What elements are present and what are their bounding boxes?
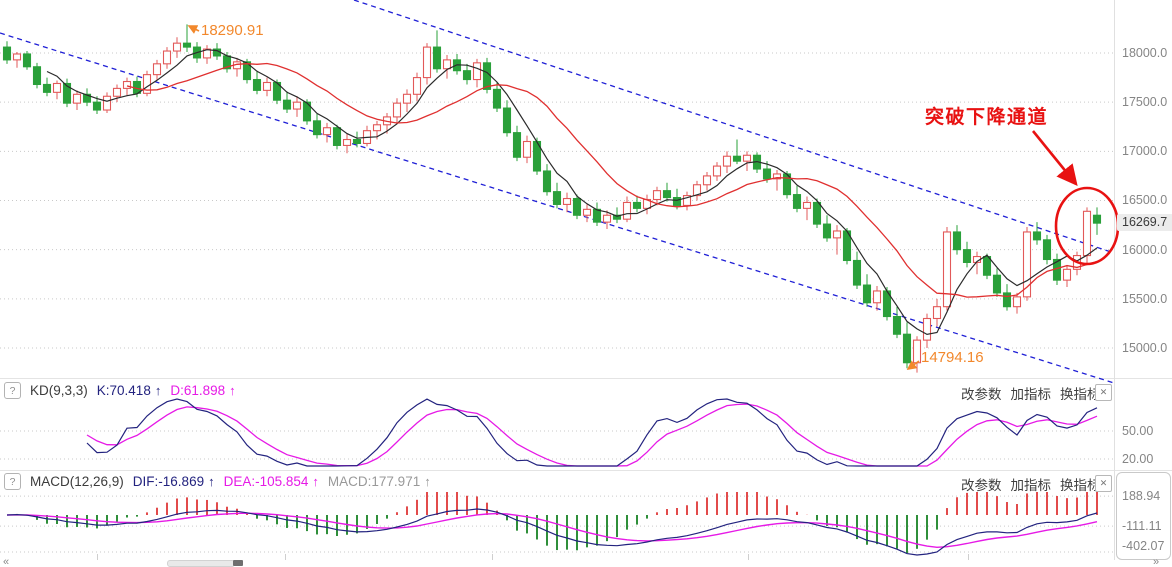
k-trend-up-icon: ↑ [154,383,162,398]
macd-trend-up-icon: ↑ [424,474,431,489]
dea-value: DEA:-105.854 ↑ [224,474,319,489]
price-axis-label: 16500.0 [1122,193,1168,207]
timeline-scrollbar[interactable]: « » [0,556,1172,567]
dif-value-text: DIF:-16.869 [132,474,205,489]
price-axis-label: 16000.0 [1122,243,1168,257]
dif-value: DIF:-16.869 ↑ [133,474,215,489]
kd-axis-label: 50.00 [1122,424,1154,438]
kd-help-icon[interactable]: ? [4,382,21,399]
kd-switch-indicator-button[interactable]: 换指标 [1060,387,1101,402]
price-axis-label: 15500.0 [1122,292,1168,306]
macd-title: MACD(12,26,9) [30,474,124,489]
scrollbar-thumb[interactable] [167,560,235,567]
dif-trend-up-icon: ↑ [208,474,215,489]
macd-panel-header: ? MACD(12,26,9) DIF:-16.869 ↑ DEA:-105.85… [4,473,431,490]
price-axis-label: 18000.0 [1122,46,1168,60]
price-axis-label: 15000.0 [1122,341,1168,355]
macd-switch-indicator-button[interactable]: 换指标 [1060,478,1101,493]
low-price-label: 14794.16 [921,349,984,366]
kd-title: KD(9,3,3) [30,383,88,398]
macd-help-icon[interactable]: ? [4,473,21,490]
kd-close-button[interactable]: ✕ [1095,384,1112,401]
d-value: D:61.898 ↑ [170,383,235,398]
scroll-right-icon[interactable]: » [1153,556,1160,567]
d-trend-up-icon: ↑ [229,383,236,398]
k-value: K:70.418 ↑ [97,383,162,398]
macd-hist-value-text: MACD:177.971 [327,474,421,489]
high-price-label: 18290.91 [201,22,264,39]
kd-panel-header: ? KD(9,3,3) K:70.418 ↑ D:61.898 ↑ [4,382,236,399]
breakout-annotation-text: 突破下降通道 [925,107,1049,128]
macd-change-params-button[interactable]: 改参数 [961,478,1002,493]
price-axis-label: 17500.0 [1122,95,1168,109]
kd-panel-toolbar: 改参数 加指标 换指标 [961,383,1101,403]
kd-change-params-button[interactable]: 改参数 [961,387,1002,402]
macd-axis-label: -111.11 [1122,519,1162,533]
k-value-text: K:70.418 [96,383,151,398]
macd-close-button[interactable]: ✕ [1095,475,1112,492]
macd-axis-label: -402.07 [1122,539,1165,553]
scroll-left-icon[interactable]: « [3,556,10,567]
kd-add-indicator-button[interactable]: 加指标 [1010,387,1052,402]
macd-hist-value: MACD:177.971 ↑ [328,474,431,489]
d-value-text: D:61.898 [170,383,226,398]
macd-add-indicator-button[interactable]: 加指标 [1010,478,1052,493]
kd-axis-label: 20.00 [1122,452,1154,466]
dea-value-text: DEA:-105.854 [223,474,309,489]
macd-panel-toolbar: 改参数 加指标 换指标 [961,474,1101,494]
macd-axis-highlight [1116,472,1171,560]
last-price-tag: 16269.7 [1117,214,1172,231]
scrollbar-handle[interactable] [233,560,243,566]
macd-axis-label: 188.94 [1122,489,1161,503]
dea-trend-up-icon: ↑ [312,474,319,489]
price-axis-label: 17000.0 [1122,144,1168,158]
